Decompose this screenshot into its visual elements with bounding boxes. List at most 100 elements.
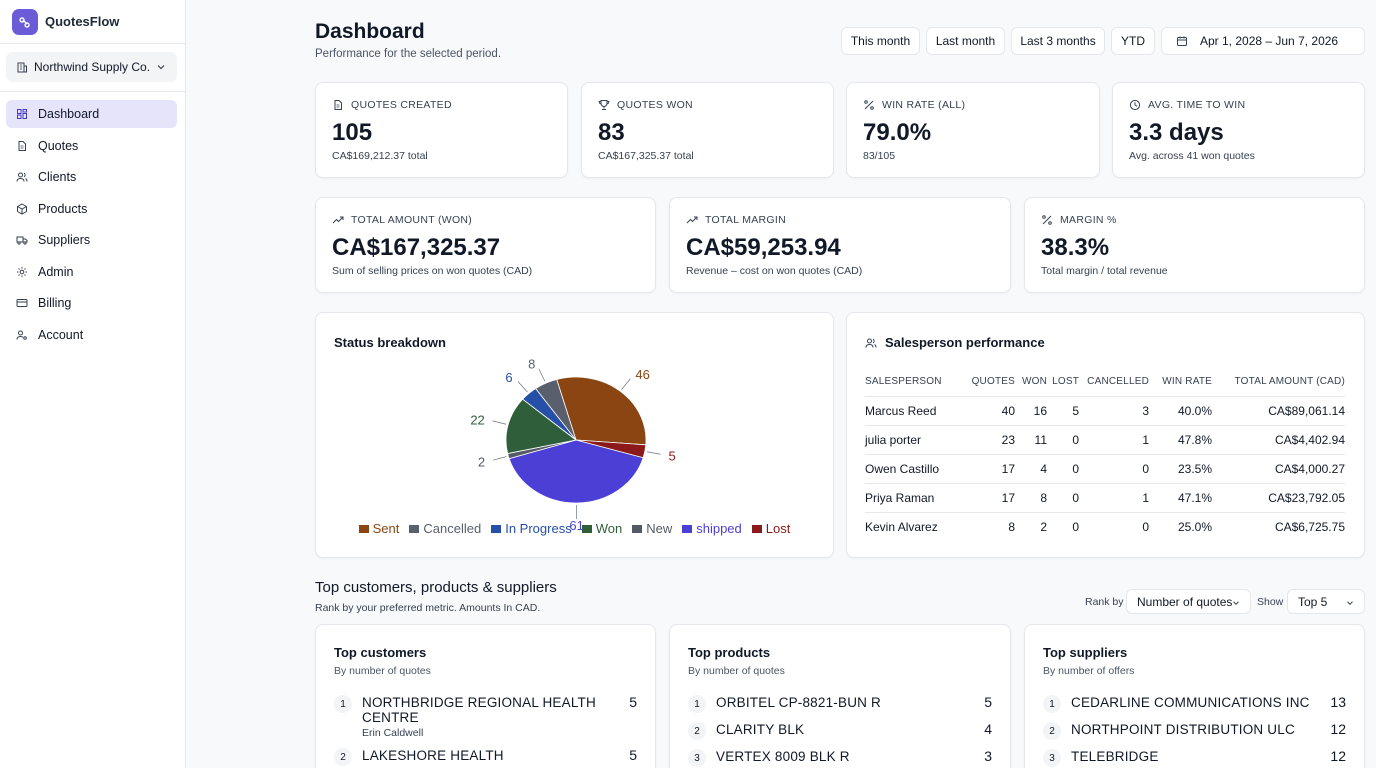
table-row[interactable]: Kevin Alvarez 8 2 0 0 25.0% CA$6,725.75: [865, 511, 1345, 541]
percent-icon: [1041, 214, 1053, 226]
legend-item[interactable]: Cancelled: [409, 521, 481, 536]
pie-leader-line: [621, 378, 631, 390]
sidebar-item-label: Clients: [38, 170, 77, 184]
column-header[interactable]: SALESPERSON: [865, 376, 942, 388]
quotes-count: 8: [965, 511, 1015, 541]
card-title: Top products: [688, 645, 771, 660]
win-rate: 23.5%: [1149, 453, 1212, 483]
rank-by-select[interactable]: Number of quotes: [1126, 589, 1251, 614]
cancelled-count: 1: [1079, 482, 1149, 512]
won-count: 2: [1015, 511, 1047, 541]
sidebar-item-billing[interactable]: Billing: [6, 289, 177, 317]
period-ytd-button[interactable]: YTD: [1111, 27, 1155, 55]
customer-name-text: NORTHBRIDGE REGIONAL HEALTH CENTRE: [362, 695, 596, 725]
column-header[interactable]: WON: [1021, 376, 1047, 388]
legend-label: In Progress: [505, 521, 572, 536]
sidebar-item-label: Account: [38, 327, 84, 342]
won-count: 4: [1015, 453, 1047, 483]
top-suppliers-card: Top suppliers By number of offers 1 CEDA…: [1024, 624, 1365, 768]
show-select[interactable]: Top 5: [1287, 589, 1365, 614]
list-item[interactable]: 2 LAKESHORE HEALTH 5: [334, 748, 637, 766]
chevron-down-icon: [1345, 597, 1355, 611]
sidebar-item-products[interactable]: Products: [6, 195, 177, 223]
legend-item[interactable]: Lost: [751, 521, 790, 536]
sidebar-item-clients[interactable]: Clients: [6, 163, 177, 191]
legend-swatch: [632, 524, 643, 533]
kpi-label: AVG. TIME TO WIN: [1148, 99, 1246, 111]
section-title: Top customers, products & suppliers: [315, 579, 557, 596]
legend-item[interactable]: shipped: [682, 521, 742, 536]
table-row[interactable]: Owen Castillo 17 4 0 0 23.5% CA$4,000.27: [865, 453, 1345, 483]
org-switcher[interactable]: Northwind Supply Co.: [6, 52, 177, 82]
kpi-value: 79.0%: [863, 119, 932, 146]
pie-slice-sent[interactable]: [556, 376, 647, 446]
column-header[interactable]: TOTAL AMOUNT (CAD): [1234, 376, 1345, 388]
sidebar: QuotesFlow Northwind Supply Co. Dashboar…: [0, 0, 186, 768]
trend-up-icon: [332, 214, 344, 226]
kpi-subtext: Total margin / total revenue: [1041, 265, 1168, 277]
card-subtitle: By number of offers: [1043, 665, 1135, 677]
card-title-text: Salesperson performance: [885, 335, 1045, 350]
sidebar-item-admin[interactable]: Admin: [6, 258, 177, 286]
list-item[interactable]: 2 CLARITY BLK 4: [688, 722, 992, 740]
column-header[interactable]: CANCELLED: [1087, 376, 1149, 388]
table-row[interactable]: Marcus Reed 40 16 5 3 40.0% CA$89,061.14: [865, 395, 1345, 425]
lost-count: 0: [1047, 424, 1079, 454]
kpi-value: 83: [598, 119, 625, 146]
list-item[interactable]: 1 ORBITEL CP-8821-BUN R 5: [688, 695, 992, 713]
pie-leader-line: [538, 368, 546, 382]
pie-slice-won[interactable]: [505, 398, 577, 454]
pie-data-label: 5: [668, 448, 675, 463]
trophy-icon: [598, 99, 610, 111]
legend-swatch: [751, 524, 762, 533]
period-this-month-button[interactable]: This month: [841, 27, 920, 55]
list-item[interactable]: 1 NORTHBRIDGE REGIONAL HEALTH CENTRE Eri…: [334, 695, 637, 741]
supplier-name: TELEBRIDGE: [1071, 749, 1159, 764]
sidebar-item-suppliers[interactable]: Suppliers: [6, 226, 177, 254]
rank-badge: 2: [1043, 722, 1061, 740]
legend-item[interactable]: Won: [581, 521, 622, 536]
brand[interactable]: QuotesFlow: [0, 0, 185, 44]
document-icon: [16, 140, 28, 152]
chart-legend: Sent Cancelled In Progress Won New shipped Los…: [316, 521, 833, 536]
lost-count: 0: [1047, 482, 1079, 512]
pie-data-label: 61: [569, 518, 583, 533]
pie-slice-cancelled[interactable]: [535, 378, 577, 441]
legend-item[interactable]: Sent: [358, 521, 399, 536]
lost-count: 0: [1047, 511, 1079, 541]
sidebar-item-label: Products: [38, 201, 88, 216]
column-header[interactable]: QUOTES: [971, 376, 1015, 388]
card-subtitle: By number of quotes: [334, 665, 431, 677]
kpi-card-quotes-created: QUOTES CREATED 105 CA$169,212.37 total: [315, 82, 568, 178]
salesperson-name: Priya Raman: [865, 482, 965, 512]
date-range-picker[interactable]: Apr 1, 2028 – Jun 7, 2026: [1161, 27, 1365, 55]
sidebar-item-quotes[interactable]: Quotes: [6, 132, 177, 160]
period-last-3-months-button[interactable]: Last 3 months: [1011, 27, 1105, 55]
legend-swatch: [581, 524, 592, 533]
pie-slice-shipped[interactable]: [508, 439, 644, 504]
list-item[interactable]: 1 CEDARLINE COMMUNICATIONS INC 13: [1043, 695, 1346, 713]
chevron-down-icon: [1231, 597, 1241, 611]
sidebar-item-label: Dashboard: [38, 107, 100, 121]
customer-name: LAKESHORE HEALTH: [362, 748, 629, 763]
won-count: 8: [1015, 482, 1047, 512]
kpi-subtext: CA$167,325.37 total: [598, 150, 694, 162]
table-row[interactable]: Priya Raman 17 8 0 1 47.1% CA$23,792.05: [865, 482, 1345, 512]
legend-swatch: [682, 524, 693, 533]
column-header[interactable]: WIN RATE: [1162, 376, 1212, 388]
column-header[interactable]: LOST: [1052, 376, 1079, 388]
sidebar-item-account[interactable]: Account: [6, 321, 177, 349]
pie-leader-line: [517, 381, 528, 393]
legend-item[interactable]: In Progress: [491, 521, 572, 536]
list-item[interactable]: 2 NORTHPOINT DISTRIBUTION ULC 12: [1043, 722, 1346, 740]
box-icon: [16, 202, 28, 215]
sidebar-item-dashboard[interactable]: Dashboard: [6, 100, 177, 128]
period-last-month-button[interactable]: Last month: [926, 27, 1005, 55]
kpi-label: QUOTES CREATED: [351, 99, 452, 111]
legend-label: New: [646, 521, 673, 536]
kpi-card-win-rate: WIN RATE (ALL) 79.0% 83/105: [846, 82, 1100, 178]
legend-item[interactable]: New: [632, 521, 672, 536]
table-row[interactable]: julia porter 23 11 0 1 47.8% CA$4,402.94: [865, 424, 1345, 454]
list-item[interactable]: 3 VERTEX 8009 BLK R 3: [688, 749, 992, 767]
list-item[interactable]: 3 TELEBRIDGE 12: [1043, 749, 1346, 767]
